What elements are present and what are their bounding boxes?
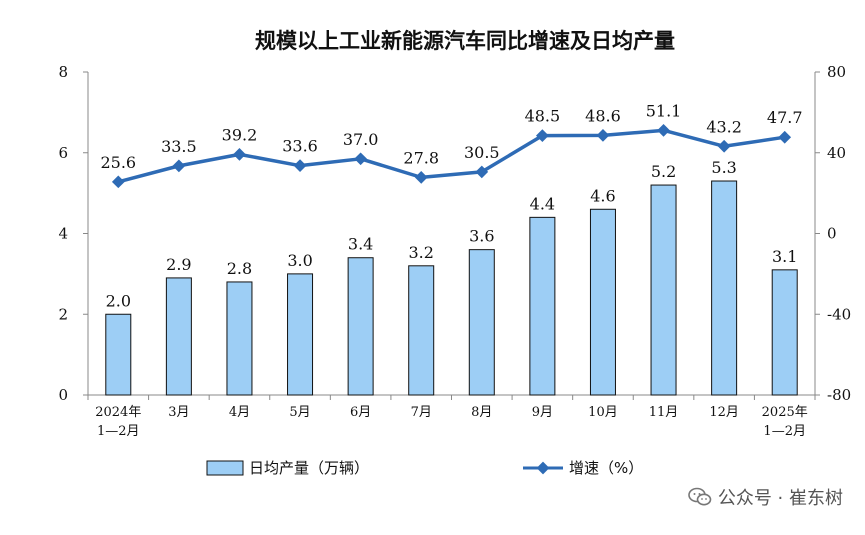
line-value-label: 48.6 xyxy=(585,106,621,125)
x-axis: 2024年 1—2月 3月 4月 5月 6月 7月 8月 9月 10月 11月 12月 2025年 1—2… xyxy=(87,395,816,439)
wechat-icon xyxy=(688,487,712,506)
bar xyxy=(287,273,314,396)
legend-line-marker xyxy=(536,461,550,475)
bar xyxy=(711,180,738,396)
line-point xyxy=(475,165,489,179)
left-tick-label: 8 xyxy=(58,63,68,81)
bar-value-label: 3.4 xyxy=(348,235,373,254)
x-tick-label: 9月 xyxy=(532,405,553,420)
line-point xyxy=(172,159,186,173)
line-value-label: 39.2 xyxy=(222,125,258,144)
line-value-label: 25.6 xyxy=(100,153,136,172)
bar-value-label: 3.2 xyxy=(408,243,433,262)
line-value-label: 27.8 xyxy=(403,148,439,167)
bar xyxy=(105,313,132,396)
line-point xyxy=(233,148,246,161)
bar xyxy=(408,265,435,396)
line-point xyxy=(657,123,670,137)
x-tick-label: 4月 xyxy=(229,405,250,420)
x-tick-label: 2025年 xyxy=(762,405,808,420)
line-value-label: 33.5 xyxy=(161,137,197,156)
line-labels: 25.6 33.5 39.2 33.6 37.0 27.8 30.5 48.5 48.6 51.1… xyxy=(100,101,802,171)
bar-value-label: 5.3 xyxy=(711,158,736,177)
bar xyxy=(347,257,374,396)
legend: 日均产量（万辆） 增速（%） xyxy=(206,459,643,477)
x-tick-label: 2024年 xyxy=(95,405,141,420)
right-tick-label: -80 xyxy=(827,386,851,404)
chart-title: 规模以上工业新能源汽车同比增速及日均产量 xyxy=(255,29,675,53)
watermark: 公众号 · 崔东树 xyxy=(688,484,843,510)
bar-value-label: 5.2 xyxy=(651,162,676,181)
left-tick-label: 4 xyxy=(58,225,68,243)
left-tick-label: 6 xyxy=(58,144,68,162)
right-tick-label: 0 xyxy=(827,225,837,243)
x-tick-label: 6月 xyxy=(350,405,371,420)
watermark-text: 公众号 · 崔东树 xyxy=(717,488,843,509)
legend-bar-swatch xyxy=(206,460,244,476)
right-tick-label: -40 xyxy=(827,305,851,323)
x-tick-label: 12月 xyxy=(709,405,739,420)
line-value-label: 48.5 xyxy=(525,107,561,126)
x-tick-label: 1—2月 xyxy=(763,424,806,439)
bar-labels: 2.0 2.9 2.8 3.0 3.4 3.2 3.6 4.4 4.6 5.2 5.3 3.1 xyxy=(106,158,798,310)
line-value-label: 47.7 xyxy=(767,108,803,127)
bar xyxy=(226,281,253,396)
line-point xyxy=(596,129,610,142)
line-value-label: 51.1 xyxy=(646,101,682,120)
line-series xyxy=(111,123,792,189)
line-value-label: 43.2 xyxy=(706,117,742,136)
line-point xyxy=(778,130,792,144)
x-tick-label: 5月 xyxy=(289,405,310,420)
bar-value-label: 3.1 xyxy=(772,247,797,266)
bar-value-label: 2.0 xyxy=(106,291,131,310)
right-tick-label: 80 xyxy=(827,63,846,81)
growth-line xyxy=(117,128,785,184)
bar-value-label: 4.4 xyxy=(530,194,555,213)
x-tick-label: 10月 xyxy=(588,405,618,420)
legend-line-label: 增速（%） xyxy=(569,459,643,477)
line-point xyxy=(293,159,307,173)
legend-bar-label: 日均产量（万辆） xyxy=(249,459,369,477)
x-tick-label: 11月 xyxy=(649,405,679,420)
x-tick-label: 8月 xyxy=(471,405,492,420)
left-axis: 0 2 4 6 8 xyxy=(58,63,88,404)
x-tick-label: 3月 xyxy=(168,405,189,420)
bar-value-label: 4.6 xyxy=(590,186,615,205)
bar xyxy=(529,216,556,396)
bar xyxy=(589,208,616,396)
line-value-label: 37.0 xyxy=(343,130,379,149)
left-tick-label: 0 xyxy=(58,386,68,404)
line-point xyxy=(354,152,367,166)
x-tick-label: 1—2月 xyxy=(97,424,140,439)
left-tick-label: 2 xyxy=(58,305,68,323)
x-tick-label: 7月 xyxy=(411,405,432,420)
bar xyxy=(468,249,495,396)
bar xyxy=(650,184,677,396)
bar-value-label: 2.8 xyxy=(227,259,252,278)
bar-value-label: 3.6 xyxy=(469,227,494,246)
bar-series xyxy=(105,180,798,396)
line-point xyxy=(717,139,731,153)
bar-value-label: 3.0 xyxy=(287,251,312,270)
bar xyxy=(165,277,192,396)
bar-value-label: 2.9 xyxy=(166,255,191,274)
right-axis: -80 -40 0 40 80 xyxy=(815,63,851,404)
line-value-label: 30.5 xyxy=(464,143,500,162)
line-point xyxy=(111,175,125,189)
right-tick-label: 40 xyxy=(827,144,846,162)
line-value-label: 33.6 xyxy=(282,137,318,156)
bar xyxy=(771,269,798,396)
line-point xyxy=(414,171,428,184)
